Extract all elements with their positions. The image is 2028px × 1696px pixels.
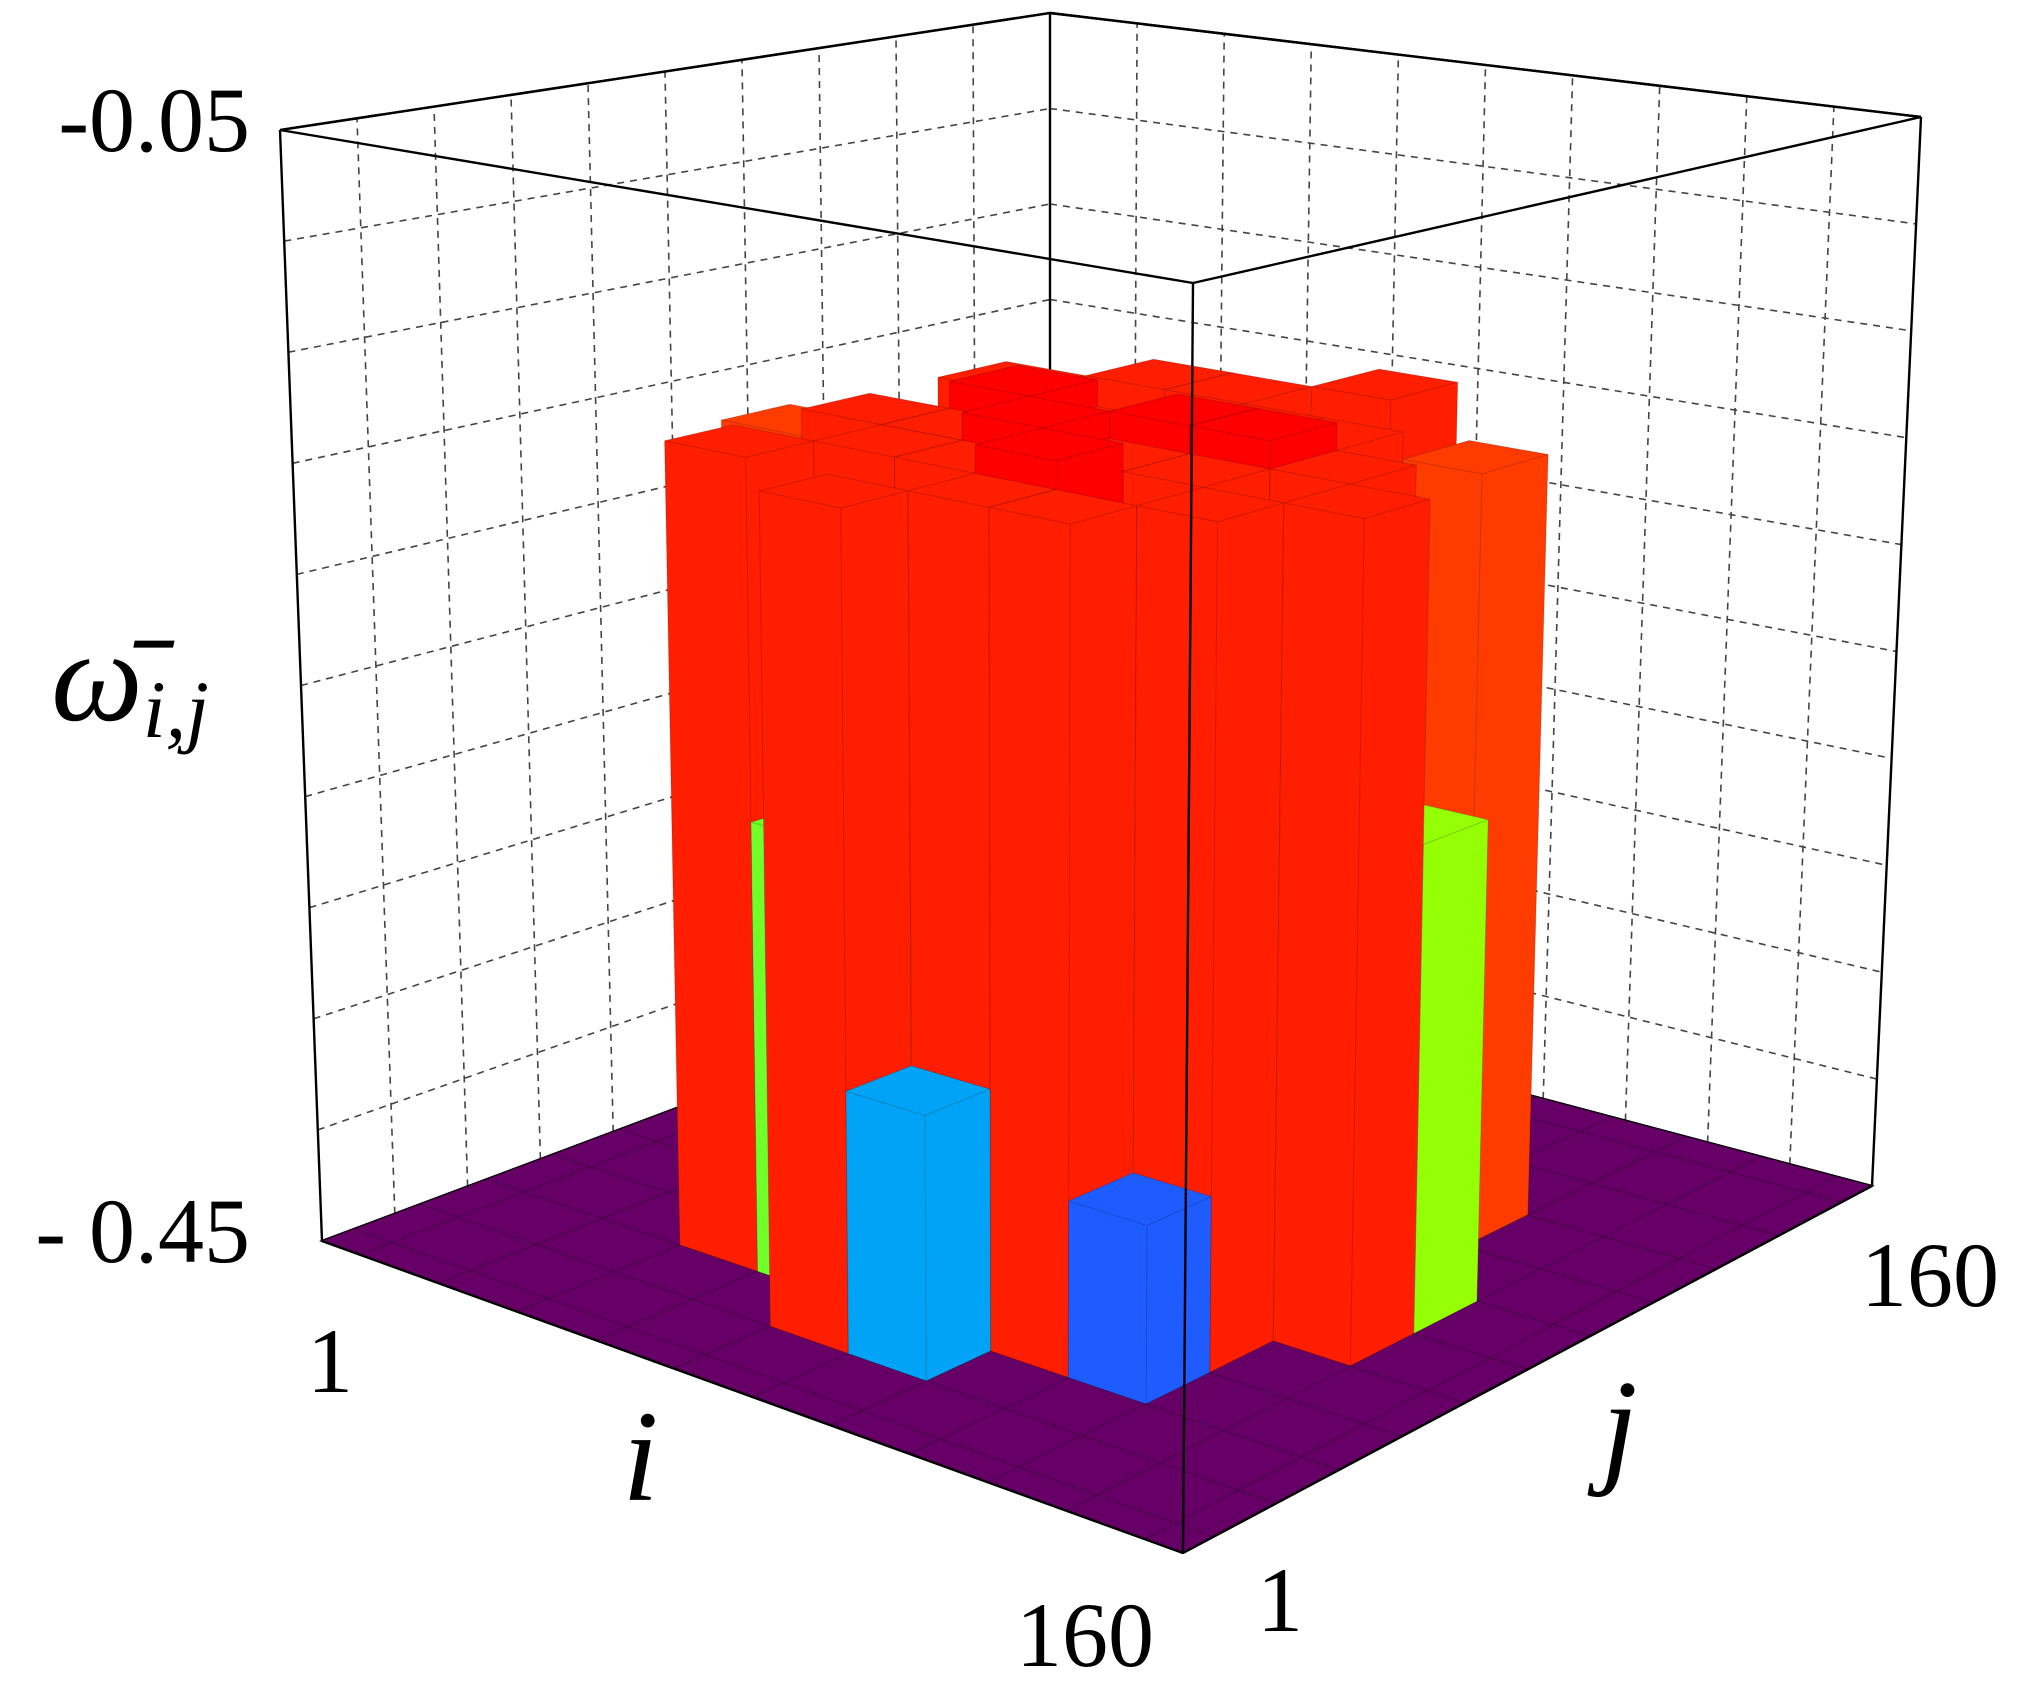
y-tick-label: 1	[1257, 1549, 1303, 1651]
z-tick-label: - 0.45	[35, 1180, 250, 1282]
wall-grid-line	[1706, 96, 1748, 1143]
bar	[1208, 1340, 1352, 1399]
z-label-subscript: i,j	[143, 664, 209, 755]
box-edge	[1870, 116, 1923, 1187]
grid-line	[279, 11, 1922, 132]
y-tick-label: 160	[1861, 1224, 1999, 1326]
box-edge	[321, 1239, 1184, 1555]
x-axis-label: i	[622, 1385, 658, 1529]
x-tick-label: 1	[307, 1310, 353, 1412]
bar	[844, 1065, 992, 1382]
box-edge	[279, 11, 1051, 132]
box-edge	[279, 128, 1194, 285]
wall-grid-line	[288, 203, 1051, 353]
wall-grid-line	[1542, 75, 1574, 1099]
wall-grid-line	[1049, 107, 1917, 225]
wall-grid-line	[1624, 85, 1661, 1121]
z-tick-label: -0.05	[58, 69, 250, 171]
box-edge	[1049, 11, 1922, 119]
box-edge	[278, 129, 324, 1242]
wall-grid-line	[433, 106, 469, 1187]
wall-grid-line	[1789, 106, 1835, 1165]
wall-grid-line	[895, 36, 906, 1023]
bar	[1272, 483, 1431, 1367]
box-edge	[1181, 282, 1195, 1554]
box-edge	[1182, 1184, 1873, 1555]
wall-grid-line	[1049, 203, 1912, 332]
bar	[1067, 1172, 1213, 1405]
z-axis-label: ω̄i,j	[51, 605, 209, 755]
box-edge	[1192, 115, 1922, 285]
x-tick-label: 160	[1016, 1584, 1154, 1686]
y-axis-label: j	[1587, 1354, 1637, 1498]
wall-grid-line	[587, 83, 614, 1132]
wall-grid-line	[356, 118, 396, 1214]
wall-grid-line	[510, 94, 542, 1160]
